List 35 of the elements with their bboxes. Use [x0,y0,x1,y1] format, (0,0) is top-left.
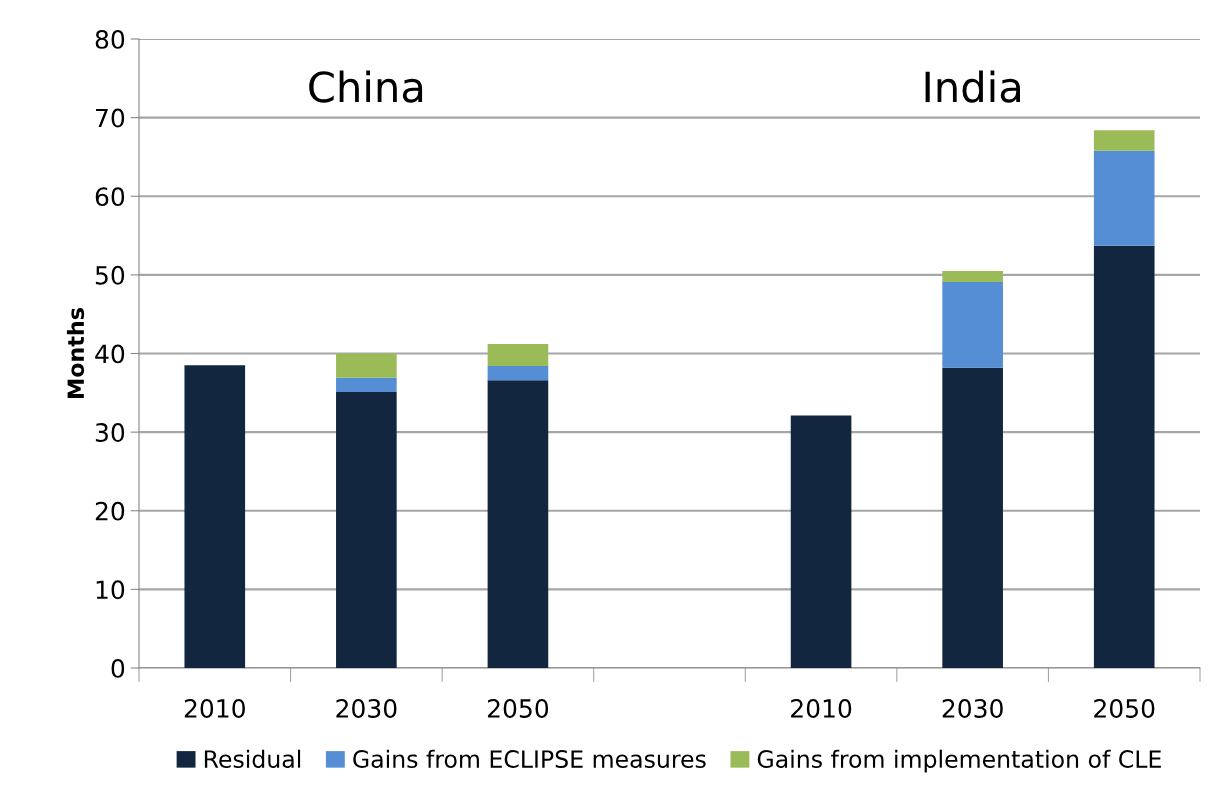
bar [1093,150,1155,246]
y-tick-label: 30 [95,423,125,442]
bar [942,281,1003,368]
bar [1093,130,1155,151]
bar [487,380,549,668]
y-tick-label: 40 [95,344,125,364]
bar [942,270,1003,282]
y-tick-label: 60 [95,187,125,207]
bar [336,353,397,378]
x-tick-label: 2010 [184,699,245,718]
bar [790,415,852,668]
bar [487,344,549,367]
legend-label: Gains from ECLIPSE measures [353,749,706,768]
bar [336,377,397,393]
x-tick-label: 2010 [791,699,852,718]
bar [942,367,1003,668]
x-tick-label: 2050 [487,699,549,718]
bar [487,366,549,381]
y-tick-label: 20 [95,501,125,521]
legend-label: Residual [204,749,301,768]
annotation: India [925,70,1020,103]
x-tick-label: 2050 [1094,699,1155,718]
bar [336,392,397,668]
y-axis-title: Months [66,308,85,398]
bar [184,365,246,668]
y-tick-label: 0 [111,658,125,678]
y-tick-label: 70 [96,108,125,128]
y-tick-label: 50 [95,265,125,285]
x-tick-label: 2030 [942,699,1003,718]
legend-label: Gains from implementation of CLE [757,749,1161,773]
y-tick-label: 10 [96,580,125,600]
bar [1093,245,1155,668]
annotation: China [309,70,423,103]
y-tick-label: 80 [95,29,125,49]
x-tick-label: 2030 [336,699,397,718]
